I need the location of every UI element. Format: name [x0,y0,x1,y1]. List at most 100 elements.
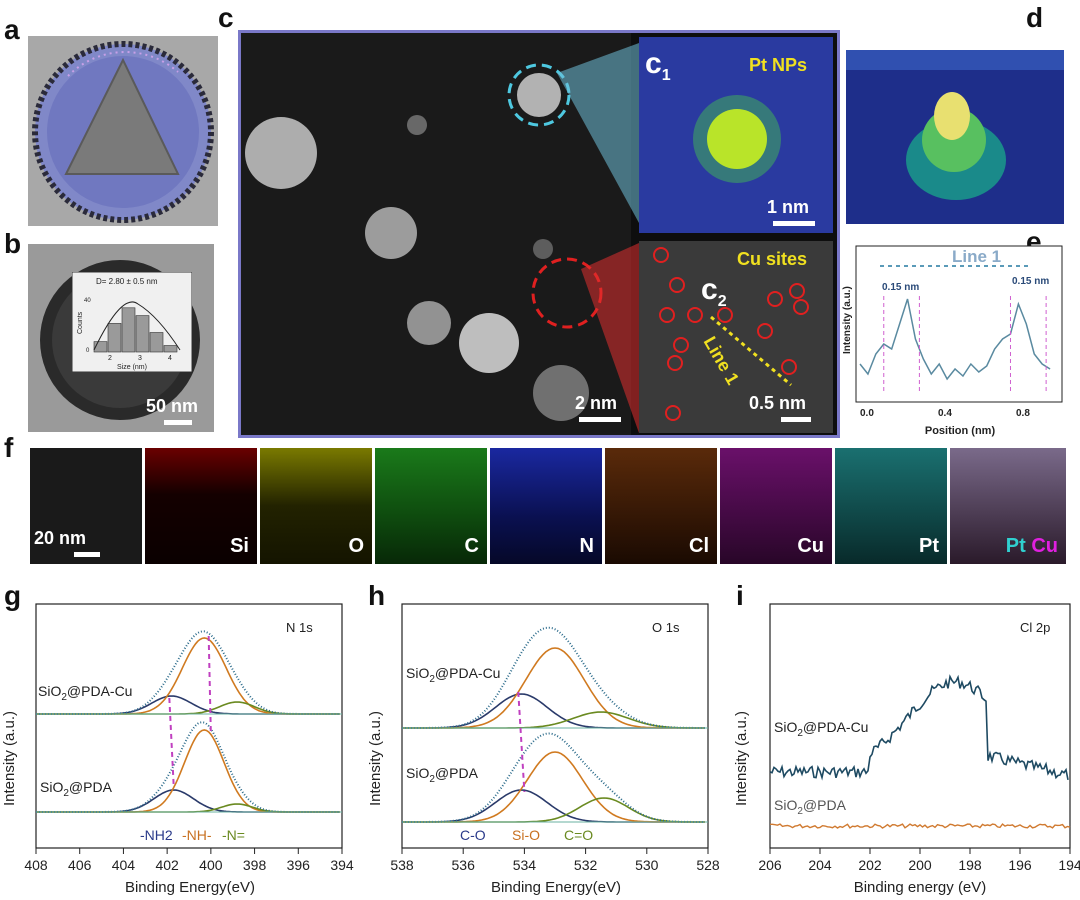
histogram-title: D= 2.80 ± 0.5 nm [96,277,158,286]
h-xlabel: Binding Energy(eV) [491,879,621,896]
i-title: Cl 2p [1020,620,1050,635]
xtick-label: 206 [758,857,782,873]
h-ylabel: Intensity (a.u.) [367,711,384,806]
eds-tile-o: O [260,448,372,564]
panel-label-a: a [4,14,20,45]
g-xlabel: Binding Energy(eV) [125,879,255,896]
eds-scale-bar [74,552,100,557]
xtick-label: 196 [1008,857,1032,873]
h-shift-guide [517,691,526,793]
c2-title: Cu sites [737,249,808,269]
panel-g-chart: N 1s Intensity (a.u.) SiO2@PDA-Cu SiO2@P… [1,603,354,896]
c1-scale-text: 1 nm [767,197,810,217]
g-title: N 1s [286,620,313,635]
i-series-cu [769,674,1069,781]
panel-b-scale-text: 50 nm [146,396,199,416]
panel-h-chart: O 1s Intensity (a.u.) SiO2@PDA-Cu SiO2@P… [367,603,720,896]
g-ylabel: Intensity (a.u.) [1,711,18,806]
panel-c-main-image [241,33,833,435]
i-ylabel: Intensity (a.u.) [733,711,750,806]
g-label-pda: SiO2@PDA [40,779,113,799]
i-xlabel: Binding energy (eV) [854,879,987,896]
eds-tile-cl: Cl [605,448,717,564]
e-title: Line 1 [952,247,1001,266]
panel-label-b: b [4,228,22,259]
g-component-nh2: -NH2 [140,827,173,843]
i-label-cu: SiO2@PDA-Cu [774,719,868,739]
eds-tile-haadf: 20 nm [30,448,142,564]
histogram-bars [93,301,181,353]
histogram-xlabel: Size (nm) [117,364,147,371]
panel-i-chart: Cl 2p Intensity (a.u.) SiO2@PDA-Cu SiO2@… [733,603,1080,896]
e-annotation-1: 0.15 nm [882,282,919,293]
h-component-co: C-O [460,827,486,843]
e-ylabel: Intensity (a.u.) [842,286,853,354]
panel-label-i: i [736,580,744,611]
eds-tile-pt: Pt [835,448,947,564]
size-histogram: D= 2.80 ± 0.5 nm Counts Size (nm) 2 3 4 … [72,272,192,372]
panel-e-chart: Line 1 0.15 nm 0.15 nm Intensity (a.u.) … [842,245,1063,437]
panel-label-h: h [368,580,386,611]
xtick-label: 194 [1058,857,1080,873]
eds-label-pt: Pt [919,535,939,557]
panel-c-frame: 2 nm c1 Pt NPs 1 nm c2 Cu sites Line 1 0… [238,30,840,438]
histogram-ylabel: Counts [77,311,84,334]
e-series-line [859,298,1051,381]
eds-tile-overlay: Pt Cu [950,448,1066,564]
h-curves [402,626,708,823]
eds-label-n: N [579,535,594,557]
e-xlabel: Position (nm) [925,425,996,437]
eds-tile-cu: Cu [720,448,832,564]
panel-f-strip: 20 nm Si O C N Cl Cu Pt Pt Cu [30,448,1066,564]
panel-c-scale-bar [579,417,621,422]
e-plot-frame [855,245,1063,403]
histogram-bar [121,307,136,353]
eds-label-cl: Cl [689,535,709,557]
eds-label-cu: Cu [797,535,824,557]
histogram-ytick-0: 0 [86,348,90,354]
panel-label-g: g [4,580,22,611]
histogram-fit [93,301,181,351]
g-plot-frame [35,603,343,849]
c2-scale-bar [781,417,811,422]
eds-tile-n: N [490,448,602,564]
xtick-label: 406 [68,857,92,873]
eds-label-si: Si [230,535,249,557]
i-plot-frame [769,603,1071,849]
eds-tile-si: Si [145,448,257,564]
g-shift-guide [207,635,212,735]
c2-scale-text: 0.5 nm [749,393,807,413]
c1-scale-bar [773,221,815,226]
xtick-label: 398 [243,857,267,873]
e-series-group [859,296,1051,394]
eds-scale-text: 20 nm [34,528,87,548]
histogram-xtick-2: 2 [108,355,112,362]
xtick-label: 202 [858,857,882,873]
panel-label-d: d [1026,2,1044,33]
eds-overlay-label: Pt Cu [1005,535,1058,557]
panel-label-f: f [4,432,14,463]
xtick-label: 530 [635,857,659,873]
xtick-label: 400 [199,857,223,873]
eds-tile-c: C [375,448,487,564]
g-xticks: 408 406 404 402 400 398 396 394 [24,848,354,873]
histogram-bar [107,323,122,353]
c1-label: c1 [645,47,671,84]
xtick-label: 536 [452,857,476,873]
e-annotation-2: 0.15 nm [1012,276,1049,287]
g-label-cu: SiO2@PDA-Cu [38,683,132,703]
xtick-label: 528 [696,857,720,873]
xtick-label: 534 [513,857,537,873]
panel-d-surface [846,40,1064,224]
e-xtick-0: 0.0 [860,408,874,419]
xtick-label: 538 [390,857,414,873]
xtick-label: 532 [574,857,598,873]
i-label-pda: SiO2@PDA [774,797,847,817]
g-curves [36,630,342,813]
xps-envelope [402,732,705,823]
histogram-xtick-3: 3 [138,355,142,362]
h-component-c-o: C=O [564,827,593,843]
c2-label: c2 [701,273,727,310]
xtick-label: 198 [958,857,982,873]
xtick-label: 204 [808,857,832,873]
